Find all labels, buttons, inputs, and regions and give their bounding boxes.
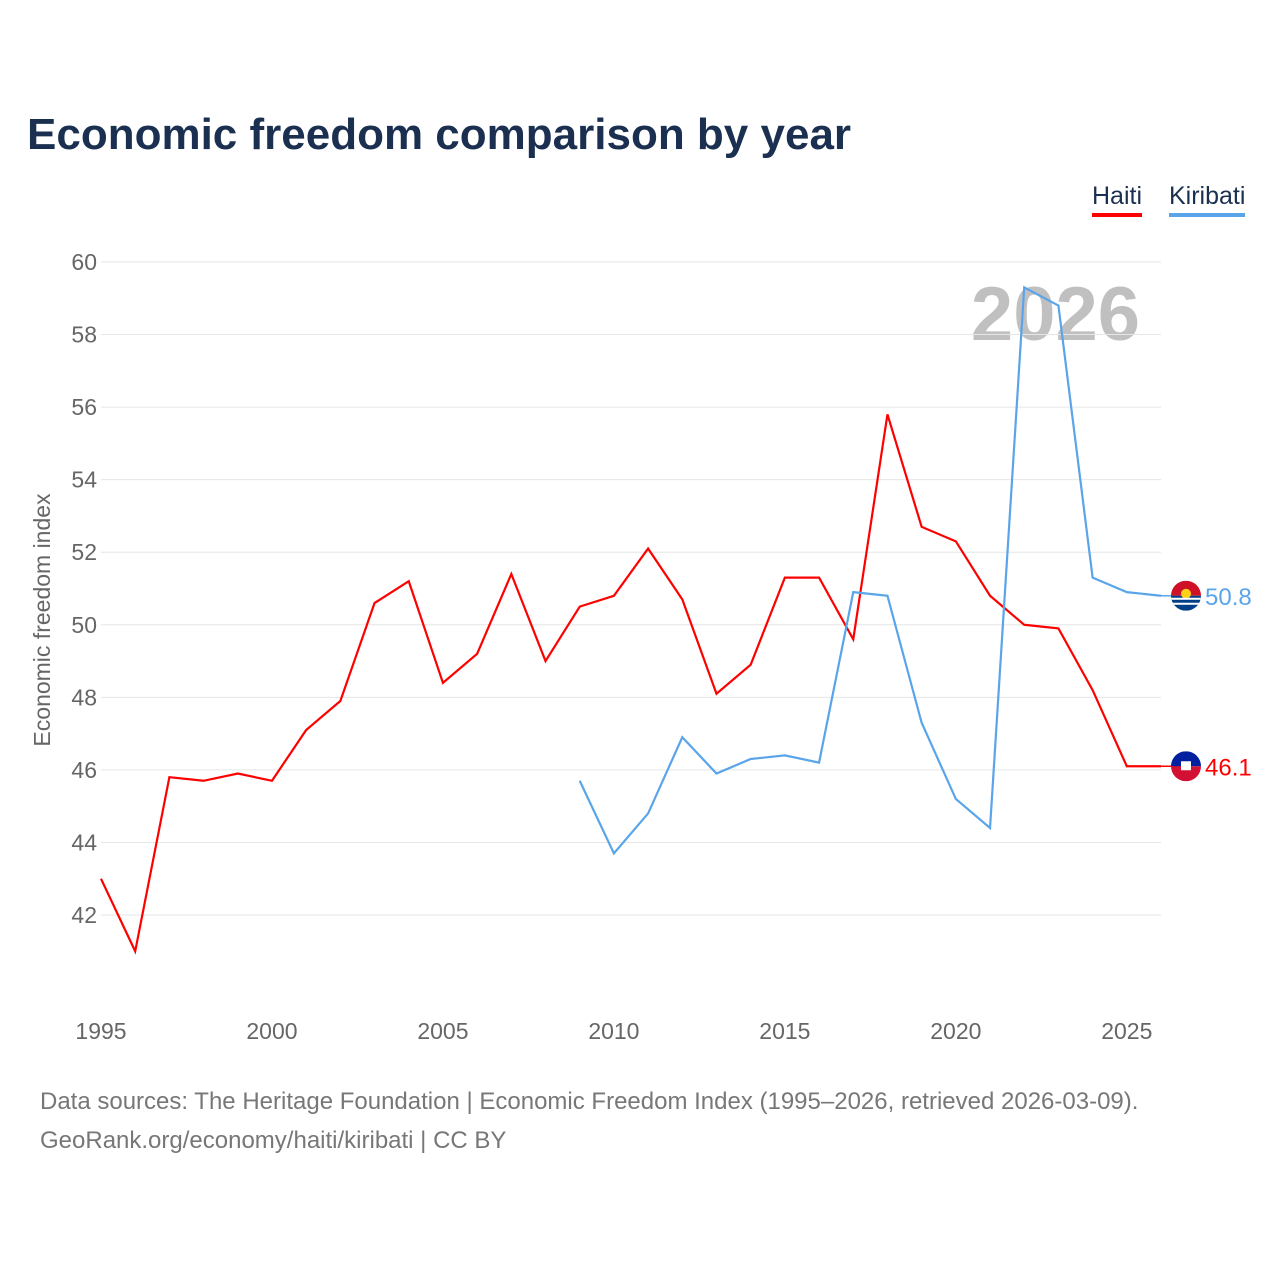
- footer-link[interactable]: GeoRank.org/economy/haiti/kiribati | CC …: [40, 1127, 507, 1154]
- y-tick-label: 44: [71, 829, 97, 855]
- y-tick-label: 52: [71, 539, 97, 565]
- y-tick-label: 46: [71, 757, 97, 783]
- y-tick-label: 54: [71, 467, 97, 493]
- legend-haiti[interactable]: Haiti: [1092, 182, 1143, 217]
- y-tick-label: 58: [71, 322, 97, 348]
- x-tick-label: 2025: [1101, 1018, 1152, 1044]
- flag-kiribati-icon: [1171, 580, 1201, 611]
- y-axis-label: Economic freedom index: [29, 493, 55, 747]
- y-tick-label: 48: [71, 684, 97, 710]
- y-tick-label: 60: [71, 249, 97, 275]
- x-tick-label: 2010: [588, 1018, 639, 1044]
- y-tick-label: 56: [71, 394, 97, 420]
- y-tick-label: 50: [71, 612, 97, 638]
- legend-kiribati[interactable]: Kiribati: [1169, 182, 1246, 217]
- year-watermark: 2026: [971, 272, 1140, 357]
- x-tick-label: 2020: [930, 1018, 981, 1044]
- y-tick-label: 42: [71, 902, 97, 928]
- end-value-label: 46.1: [1205, 754, 1252, 781]
- x-tick-label: 1995: [75, 1018, 126, 1044]
- flag-haiti-icon: [1171, 751, 1201, 782]
- series-line-kiribati: [578, 285, 1162, 856]
- chart-title: Economic freedom comparison by year: [27, 110, 852, 159]
- x-tick-label: 2015: [759, 1018, 810, 1044]
- x-tick-label: 2005: [417, 1018, 468, 1044]
- x-tick-label: 2000: [246, 1018, 297, 1044]
- end-value-label: 50.8: [1205, 584, 1252, 611]
- series-line-haiti: [100, 414, 1161, 955]
- footer-sources: Data sources: The Heritage Foundation | …: [40, 1088, 1139, 1115]
